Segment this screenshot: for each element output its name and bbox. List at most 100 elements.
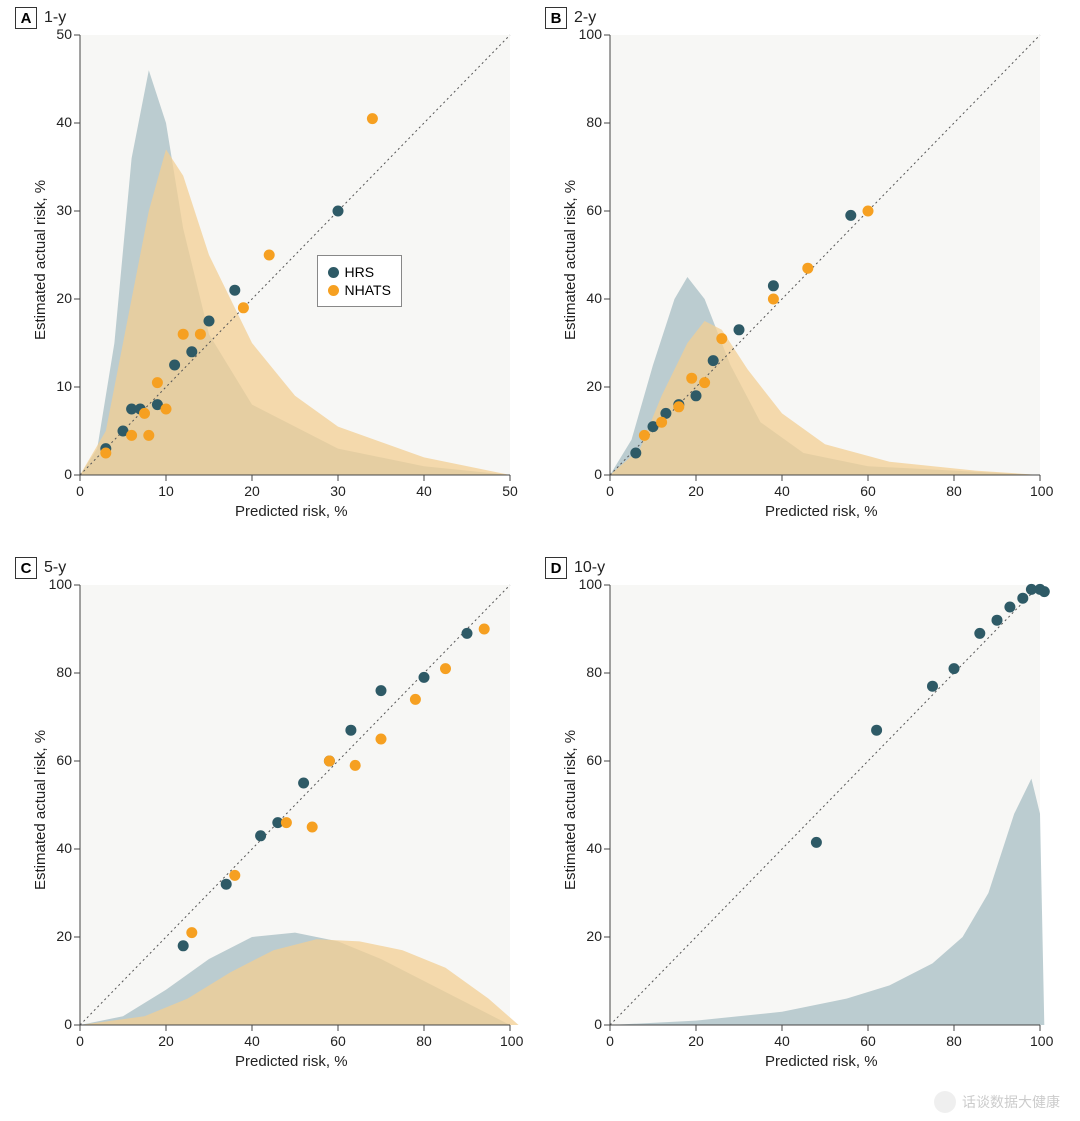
legend-dot: [328, 267, 339, 278]
xtick: 40: [242, 1033, 262, 1049]
point-nhats: [139, 408, 150, 419]
xtick: 60: [858, 1033, 878, 1049]
panel-title-A: 1-y: [44, 9, 66, 27]
ytick: 0: [42, 466, 72, 482]
legend-label: NHATS: [345, 282, 391, 298]
point-nhats: [178, 329, 189, 340]
point-hrs: [333, 206, 344, 217]
xtick: 10: [156, 483, 176, 499]
point-hrs: [169, 360, 180, 371]
xtick: 100: [1030, 483, 1050, 499]
xlabel: Predicted risk, %: [765, 503, 878, 520]
point-nhats: [229, 870, 240, 881]
panel-label-D: D: [545, 557, 567, 579]
wechat-icon: [934, 1091, 956, 1113]
point-hrs: [298, 778, 309, 789]
point-nhats: [264, 250, 275, 261]
point-nhats: [324, 756, 335, 767]
ylabel: Estimated actual risk, %: [562, 180, 579, 340]
point-nhats: [367, 113, 378, 124]
legend-item: HRS: [328, 264, 391, 280]
watermark-text: 话谈数据大健康: [962, 1092, 1060, 1112]
point-hrs: [462, 628, 473, 639]
ytick: 80: [572, 664, 602, 680]
ytick: 20: [42, 928, 72, 944]
ytick: 40: [42, 114, 72, 130]
ytick: 0: [572, 1016, 602, 1032]
point-nhats: [686, 373, 697, 384]
xlabel: Predicted risk, %: [235, 1053, 348, 1070]
xtick: 30: [328, 483, 348, 499]
point-nhats: [440, 663, 451, 674]
legend-label: HRS: [345, 264, 375, 280]
point-nhats: [281, 817, 292, 828]
point-hrs: [221, 879, 232, 890]
plot-A: [80, 35, 511, 476]
xtick: 100: [500, 1033, 520, 1049]
xtick: 40: [772, 1033, 792, 1049]
point-hrs: [229, 285, 240, 296]
point-hrs: [768, 280, 779, 291]
ytick: 100: [572, 576, 602, 592]
point-hrs: [811, 837, 822, 848]
point-hrs: [419, 672, 430, 683]
panel-title-B: 2-y: [574, 9, 596, 27]
xtick: 40: [772, 483, 792, 499]
panel-label-A: A: [15, 7, 37, 29]
legend: HRS NHATS: [317, 255, 402, 307]
point-hrs: [178, 940, 189, 951]
plot-D: [610, 585, 1041, 1026]
point-nhats: [768, 294, 779, 305]
xtick: 20: [156, 1033, 176, 1049]
point-hrs: [845, 210, 856, 221]
ylabel: Estimated actual risk, %: [562, 730, 579, 890]
watermark: 话谈数据大健康: [934, 1091, 1060, 1113]
point-hrs: [255, 830, 266, 841]
xtick: 80: [944, 1033, 964, 1049]
point-hrs: [708, 355, 719, 366]
point-hrs: [927, 681, 938, 692]
ytick: 0: [572, 466, 602, 482]
xtick: 20: [686, 483, 706, 499]
point-hrs: [204, 316, 215, 327]
point-nhats: [699, 377, 710, 388]
point-nhats: [376, 734, 387, 745]
point-nhats: [350, 760, 361, 771]
point-hrs: [949, 663, 960, 674]
point-nhats: [307, 822, 318, 833]
legend-dot: [328, 285, 339, 296]
ytick: 100: [572, 26, 602, 42]
xtick: 20: [242, 483, 262, 499]
point-hrs: [1017, 593, 1028, 604]
panel-title-C: 5-y: [44, 559, 66, 577]
panel-label-B: B: [545, 7, 567, 29]
point-nhats: [161, 404, 172, 415]
point-nhats: [238, 302, 249, 313]
point-nhats: [802, 263, 813, 274]
point-hrs: [871, 725, 882, 736]
point-hrs: [992, 615, 1003, 626]
ytick: 0: [42, 1016, 72, 1032]
point-nhats: [195, 329, 206, 340]
xtick: 60: [328, 1033, 348, 1049]
panel-label-C: C: [15, 557, 37, 579]
xtick: 60: [858, 483, 878, 499]
xtick: 100: [1030, 1033, 1050, 1049]
ytick: 20: [572, 928, 602, 944]
xtick: 0: [70, 483, 90, 499]
xtick: 0: [600, 1033, 620, 1049]
point-nhats: [639, 430, 650, 441]
point-nhats: [716, 333, 727, 344]
point-nhats: [673, 401, 684, 412]
xtick: 80: [414, 1033, 434, 1049]
xtick: 0: [600, 483, 620, 499]
point-hrs: [630, 448, 641, 459]
xtick: 40: [414, 483, 434, 499]
point-nhats: [479, 624, 490, 635]
xlabel: Predicted risk, %: [235, 503, 348, 520]
point-nhats: [126, 430, 137, 441]
ylabel: Estimated actual risk, %: [32, 730, 49, 890]
ytick: 80: [42, 664, 72, 680]
point-hrs: [345, 725, 356, 736]
point-nhats: [656, 417, 667, 428]
